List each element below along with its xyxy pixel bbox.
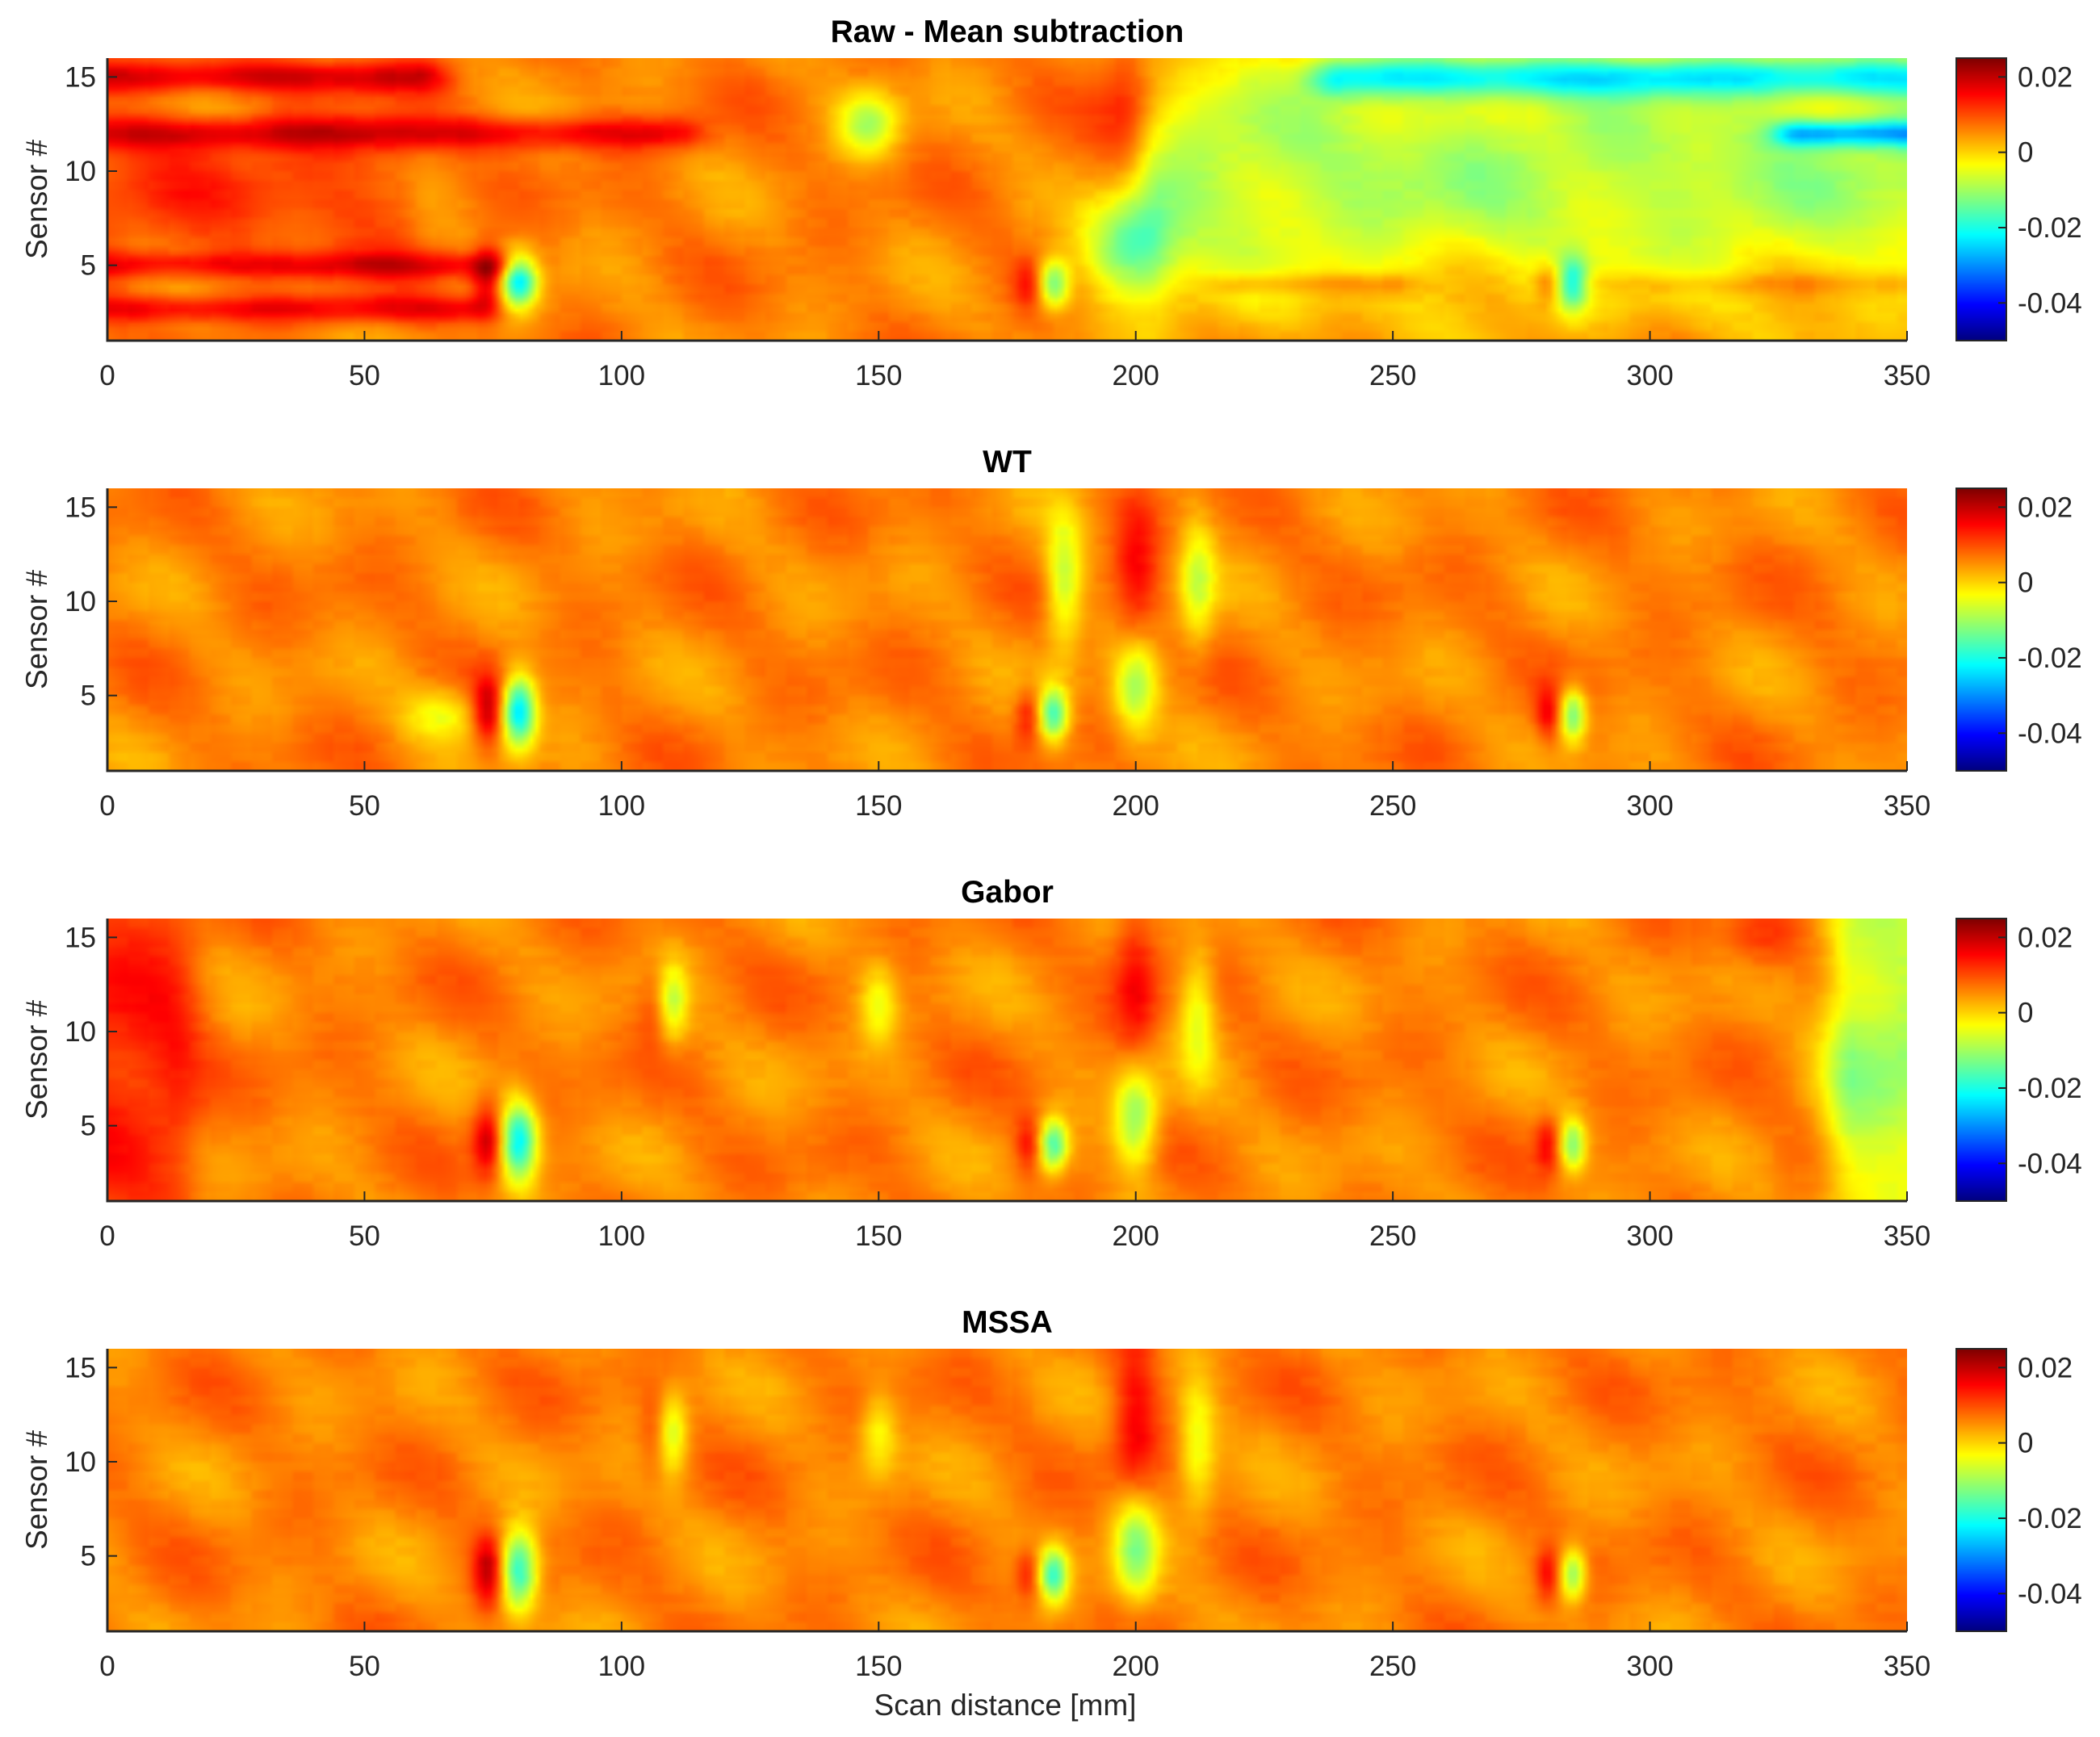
y-tick-label: 5 (81, 1111, 96, 1142)
colorbar-gradient (1956, 58, 2006, 341)
x-tick-label: 50 (349, 1220, 380, 1252)
colorbar-frame (1955, 918, 2007, 1202)
x-tick-label: 300 (1626, 790, 1673, 822)
x-tick-label: 0 (99, 1220, 115, 1252)
y-axis-label: Sensor # (20, 1430, 53, 1551)
heatmap-image (107, 488, 1907, 771)
colorbar-tick-label: -0.02 (2018, 642, 2082, 674)
colorbar-frame (1955, 57, 2007, 341)
x-tick-label: 0 (99, 360, 115, 391)
x-tick-label: 100 (598, 360, 645, 391)
x-tick-label: 300 (1626, 360, 1673, 391)
x-tick-label: 300 (1626, 1220, 1673, 1252)
x-tick-label: 0 (99, 1651, 115, 1682)
x-tick-label: 250 (1369, 1220, 1416, 1252)
panel-title: MSSA (962, 1305, 1053, 1340)
x-tick-label: 250 (1369, 1651, 1416, 1682)
colorbar-frame (1955, 488, 2007, 772)
colorbar-tick-label: 0.02 (2018, 922, 2073, 953)
colorbar-tick-label: 0 (2018, 567, 2033, 599)
x-tick-label: 200 (1113, 1651, 1159, 1682)
heatmap-image (107, 58, 1907, 341)
panel-title: Gabor (961, 875, 1054, 910)
colorbar-tick-label: -0.02 (2018, 1073, 2082, 1104)
x-tick-label: 50 (349, 1651, 380, 1682)
panel-wt: WT 0 50 100 150 200 250 300 350 5 10 15 Sensor # 0.02… (20, 445, 2082, 822)
y-tick-label: 10 (65, 156, 96, 187)
colorbar-tick-label: 0.02 (2018, 492, 2073, 523)
y-tick-label: 5 (81, 680, 96, 712)
y-tick-label: 10 (65, 1016, 96, 1048)
x-tick-label: 300 (1626, 1651, 1673, 1682)
x-tick-label: 100 (598, 790, 645, 822)
x-tick-label: 200 (1113, 1220, 1159, 1252)
x-tick-label: 350 (1884, 790, 1930, 822)
x-tick-label: 150 (855, 1220, 902, 1252)
heatmap-image (107, 919, 1907, 1201)
x-tick-label: 100 (598, 1651, 645, 1682)
y-axis-label: Sensor # (20, 140, 53, 260)
y-tick-label: 5 (81, 250, 96, 282)
colorbar-gradient (1956, 919, 2006, 1201)
y-tick-label: 5 (81, 1541, 96, 1572)
y-tick-label: 15 (65, 61, 96, 93)
panel-title: Raw - Mean subtraction (831, 15, 1184, 49)
heatmap-image (107, 1349, 1907, 1631)
x-axis-label: Scan distance [mm] (874, 1689, 1137, 1722)
x-tick-label: 50 (349, 360, 380, 391)
x-tick-label: 150 (855, 360, 902, 391)
y-tick-label: 10 (65, 586, 96, 617)
colorbar-tick-label: 0.02 (2018, 61, 2073, 93)
y-tick-label: 15 (65, 1352, 96, 1383)
colorbar-tick-label: 0.02 (2018, 1352, 2073, 1383)
y-axis-label: Sensor # (20, 1000, 53, 1120)
x-tick-label: 150 (855, 790, 902, 822)
x-tick-label: 100 (598, 1220, 645, 1252)
x-tick-label: 50 (349, 790, 380, 822)
panel-mssa: MSSA 0 50 100 150 200 250 300 350 5 10 15 Sensor # 0.… (20, 1305, 2082, 1682)
colorbar-tick-label: 0 (2018, 998, 2033, 1029)
x-tick-label: 200 (1113, 790, 1159, 822)
colorbar-tick-label: -0.02 (2018, 1503, 2082, 1534)
colorbar-gradient (1956, 1349, 2006, 1631)
colorbar-tick-label: -0.02 (2018, 212, 2082, 244)
panel-title: WT (983, 445, 1032, 479)
y-tick-label: 10 (65, 1446, 96, 1478)
x-tick-label: 150 (855, 1651, 902, 1682)
colorbar-frame (1955, 1348, 2007, 1632)
y-axis-label: Sensor # (20, 570, 53, 690)
x-tick-label: 250 (1369, 360, 1416, 391)
x-tick-label: 350 (1884, 1220, 1930, 1252)
colorbar-tick-label: -0.04 (2018, 1578, 2082, 1609)
y-tick-label: 15 (65, 492, 96, 523)
x-tick-label: 0 (99, 790, 115, 822)
colorbar-tick-label: 0 (2018, 137, 2033, 169)
colorbar-tick-label: -0.04 (2018, 1148, 2082, 1179)
colorbar-tick-label: -0.04 (2018, 287, 2082, 319)
colorbar-tick-label: -0.04 (2018, 718, 2082, 749)
colorbar-gradient (1956, 488, 2006, 771)
x-tick-label: 350 (1884, 360, 1930, 391)
y-tick-label: 15 (65, 922, 96, 953)
x-tick-label: 200 (1113, 360, 1159, 391)
x-tick-label: 250 (1369, 790, 1416, 822)
panel-gabor: Gabor 0 50 100 150 200 250 300 350 5 10 15 Sensor # 0… (20, 875, 2082, 1252)
colorbar-tick-label: 0 (2018, 1428, 2033, 1459)
x-tick-label: 350 (1884, 1651, 1930, 1682)
